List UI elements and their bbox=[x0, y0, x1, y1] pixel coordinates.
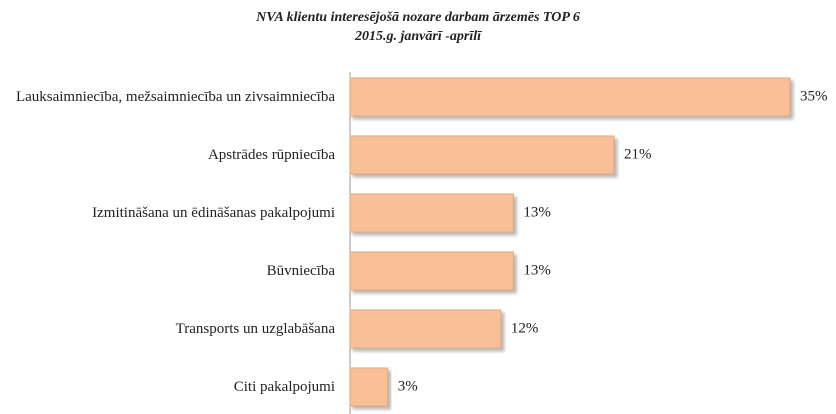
bar bbox=[349, 309, 502, 349]
bar bbox=[349, 367, 389, 407]
bar bbox=[349, 135, 615, 175]
bar bbox=[349, 77, 791, 117]
category-label: Transports un uzglabāšana bbox=[175, 320, 335, 337]
bar bbox=[349, 251, 514, 291]
chart-subtitle: 2015.g. janvārī -aprīlī bbox=[354, 29, 481, 44]
category-label: Lauksaimniecība, mežsaimniecība un zivsa… bbox=[15, 88, 335, 105]
category-label: Apstrādes rūpniecība bbox=[207, 146, 335, 163]
value-label: 13% bbox=[523, 204, 551, 220]
value-label: 3% bbox=[398, 378, 418, 394]
value-label: 35% bbox=[800, 88, 828, 104]
value-label: 12% bbox=[511, 320, 539, 336]
category-label: Izmitināšana un ēdināšanas pakalpojumi bbox=[92, 204, 335, 221]
value-label: 13% bbox=[523, 262, 551, 278]
value-label: 21% bbox=[624, 146, 652, 162]
category-label: Būvniecība bbox=[266, 262, 335, 279]
category-label: Citi pakalpojumi bbox=[233, 378, 335, 395]
chart-title: NVA klientu interesējošā nozare darbam ā… bbox=[256, 10, 580, 25]
bar bbox=[349, 193, 514, 233]
